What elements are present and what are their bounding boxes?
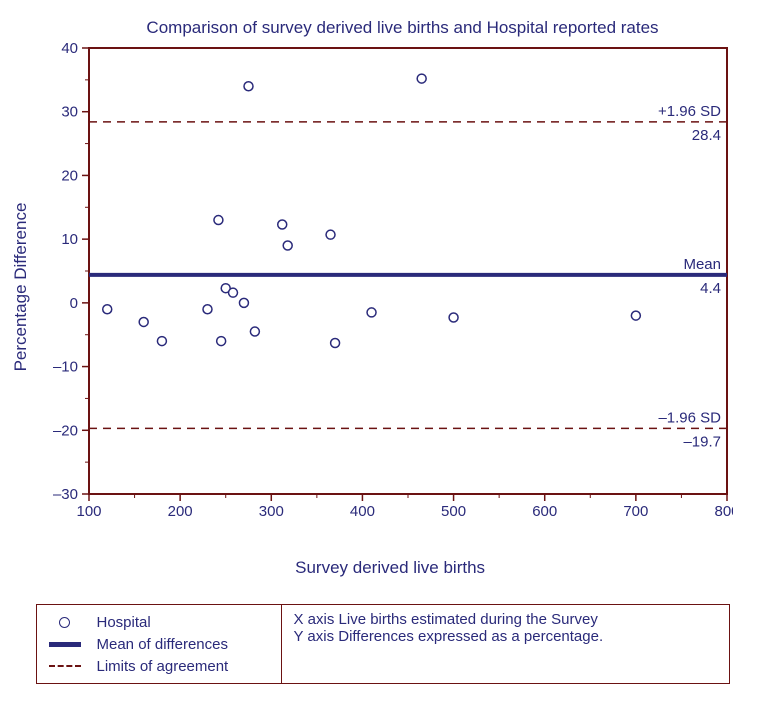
svg-text:–10: –10 [52, 359, 77, 376]
svg-text:–20: –20 [52, 422, 77, 439]
legend-row-limits: Limits of agreement [49, 655, 269, 677]
circle-icon [59, 617, 70, 628]
legend-xaxis-desc: X axis Live births estimated during the … [294, 611, 717, 628]
y-axis-label: Percentage Difference [11, 203, 31, 372]
svg-text:Mean: Mean [683, 256, 721, 273]
legend-yaxis-desc: Y axis Differences expressed as a percen… [294, 628, 717, 645]
svg-text:4.4: 4.4 [700, 280, 721, 297]
legend-row-hospital: Hospital [49, 611, 269, 633]
scatter-chart: –30 –20 –10 0 10 20 30 40 100 200 300 400 500 600 700 8… [33, 42, 733, 532]
svg-text:30: 30 [61, 104, 78, 121]
svg-text:400: 400 [349, 503, 374, 520]
chart-title: Comparison of survey derived live births… [58, 18, 747, 38]
legend-label-hospital: Hospital [97, 614, 151, 631]
svg-text:28.4: 28.4 [691, 127, 720, 144]
svg-text:–30: –30 [52, 486, 77, 503]
svg-text:700: 700 [623, 503, 648, 520]
svg-text:–1.96 SD: –1.96 SD [658, 409, 721, 426]
dash-line-icon [49, 665, 81, 667]
svg-text:20: 20 [61, 167, 78, 184]
svg-text:0: 0 [69, 295, 77, 312]
legend-symbols: Hospital Mean of differences Limits of a… [37, 605, 282, 683]
legend-label-mean: Mean of differences [97, 636, 228, 653]
svg-text:–19.7: –19.7 [683, 433, 721, 450]
svg-text:100: 100 [76, 503, 101, 520]
chart-container: Percentage Difference –30–20–10010203040… [33, 42, 733, 532]
legend-label-limits: Limits of agreement [97, 658, 229, 675]
legend-desc: X axis Live births estimated during the … [282, 605, 729, 683]
legend-row-mean: Mean of differences [49, 633, 269, 655]
legend: Hospital Mean of differences Limits of a… [36, 604, 730, 684]
svg-text:200: 200 [167, 503, 192, 520]
svg-text:800: 800 [714, 503, 733, 520]
svg-text:600: 600 [532, 503, 557, 520]
svg-text:40: 40 [61, 42, 78, 57]
svg-text:300: 300 [258, 503, 283, 520]
svg-text:10: 10 [61, 231, 78, 248]
svg-text:500: 500 [441, 503, 466, 520]
mean-line-icon [49, 642, 81, 647]
x-axis-label: Survey derived live births [295, 558, 485, 578]
svg-text:+1.96 SD: +1.96 SD [658, 103, 721, 120]
